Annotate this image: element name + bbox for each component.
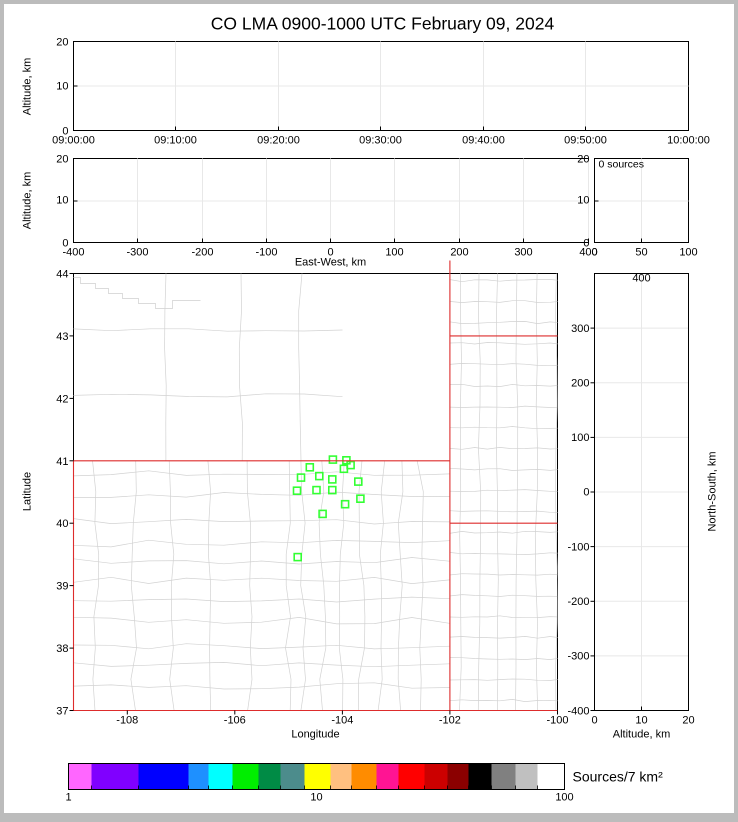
svg-text:10: 10 bbox=[577, 195, 589, 207]
svg-text:100: 100 bbox=[385, 247, 403, 259]
svg-text:300: 300 bbox=[514, 247, 532, 259]
svg-text:20: 20 bbox=[56, 154, 68, 166]
svg-text:Latitude: Latitude bbox=[22, 472, 34, 511]
svg-text:-300: -300 bbox=[567, 651, 589, 663]
svg-text:0 sources: 0 sources bbox=[599, 159, 645, 171]
svg-text:East-West, km: East-West, km bbox=[295, 257, 366, 269]
svg-text:0: 0 bbox=[583, 487, 589, 499]
svg-text:09:30:00: 09:30:00 bbox=[359, 135, 402, 147]
svg-text:-400: -400 bbox=[567, 706, 589, 718]
svg-text:0: 0 bbox=[591, 247, 597, 259]
svg-text:200: 200 bbox=[450, 247, 468, 259]
svg-text:09:50:00: 09:50:00 bbox=[564, 135, 607, 147]
svg-text:38: 38 bbox=[56, 643, 68, 655]
svg-text:400: 400 bbox=[632, 273, 650, 285]
svg-text:09:40:00: 09:40:00 bbox=[462, 135, 505, 147]
svg-text:10: 10 bbox=[310, 792, 322, 804]
svg-text:41: 41 bbox=[56, 456, 68, 468]
svg-text:1: 1 bbox=[65, 792, 71, 804]
svg-text:10:00:00: 10:00:00 bbox=[667, 135, 710, 147]
svg-text:Altitude, km: Altitude, km bbox=[22, 58, 34, 115]
svg-text:-300: -300 bbox=[126, 247, 148, 259]
svg-text:0: 0 bbox=[591, 715, 597, 727]
svg-text:09:00:00: 09:00:00 bbox=[52, 135, 95, 147]
svg-text:-200: -200 bbox=[191, 247, 213, 259]
svg-text:20: 20 bbox=[577, 154, 589, 166]
svg-text:10: 10 bbox=[56, 81, 68, 93]
svg-text:CO LMA 0900-1000 UTC February: CO LMA 0900-1000 UTC February 09, 2024 bbox=[211, 14, 555, 34]
svg-text:North-South, km: North-South, km bbox=[707, 451, 719, 531]
svg-text:09:20:00: 09:20:00 bbox=[257, 135, 300, 147]
svg-text:100: 100 bbox=[571, 432, 589, 444]
svg-text:37: 37 bbox=[56, 706, 68, 718]
svg-text:-400: -400 bbox=[62, 247, 84, 259]
svg-text:09:10:00: 09:10:00 bbox=[154, 135, 197, 147]
svg-text:Altitude, km: Altitude, km bbox=[613, 729, 670, 741]
svg-text:42: 42 bbox=[56, 393, 68, 405]
svg-text:44: 44 bbox=[56, 269, 68, 281]
svg-text:-108: -108 bbox=[116, 715, 138, 727]
svg-text:-100: -100 bbox=[567, 542, 589, 554]
svg-text:0: 0 bbox=[583, 238, 589, 250]
svg-text:Longitude: Longitude bbox=[291, 729, 339, 741]
svg-text:10: 10 bbox=[635, 715, 647, 727]
svg-text:39: 39 bbox=[56, 581, 68, 593]
svg-text:-100: -100 bbox=[546, 715, 568, 727]
svg-text:300: 300 bbox=[571, 323, 589, 335]
svg-text:-102: -102 bbox=[439, 715, 461, 727]
svg-text:-100: -100 bbox=[255, 247, 277, 259]
svg-text:-106: -106 bbox=[224, 715, 246, 727]
svg-text:20: 20 bbox=[682, 715, 694, 727]
svg-text:-200: -200 bbox=[567, 596, 589, 608]
svg-text:20: 20 bbox=[56, 37, 68, 49]
svg-text:50: 50 bbox=[635, 247, 647, 259]
svg-text:100: 100 bbox=[679, 247, 697, 259]
svg-text:-104: -104 bbox=[331, 715, 353, 727]
svg-text:Altitude, km: Altitude, km bbox=[22, 172, 34, 229]
svg-text:Sources/7 km²: Sources/7 km² bbox=[573, 769, 664, 785]
svg-text:100: 100 bbox=[555, 792, 573, 804]
svg-text:200: 200 bbox=[571, 378, 589, 390]
svg-text:43: 43 bbox=[56, 331, 68, 343]
svg-text:10: 10 bbox=[56, 195, 68, 207]
svg-text:40: 40 bbox=[56, 518, 68, 530]
